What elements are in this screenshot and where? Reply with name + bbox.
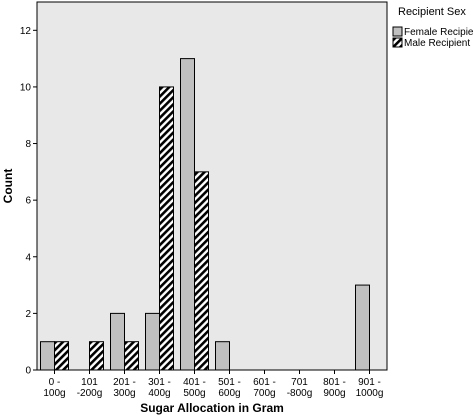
legend: Recipient Sex Female Recipient Male Reci… bbox=[392, 6, 474, 49]
x-tick-label: -200g bbox=[77, 388, 103, 399]
x-tick-label: 600g bbox=[218, 388, 240, 399]
x-tick-label: 500g bbox=[183, 388, 205, 399]
y-tick-label: 2 bbox=[25, 309, 31, 320]
x-tick-label: 0 - bbox=[49, 377, 61, 388]
y-tick-label: 8 bbox=[25, 139, 31, 150]
x-tick-label: -800g bbox=[287, 388, 313, 399]
x-tick-label: 100g bbox=[43, 388, 65, 399]
plot-area bbox=[36, 1, 388, 371]
x-tick-label: 701 bbox=[291, 377, 308, 388]
bar-male bbox=[124, 341, 139, 371]
x-tick-label: 401 - bbox=[183, 377, 206, 388]
x-tick-label: 400g bbox=[148, 388, 170, 399]
bars bbox=[40, 58, 370, 371]
bar-female bbox=[40, 341, 55, 371]
x-tick-label: 301 - bbox=[148, 377, 171, 388]
x-tick-label: 900g bbox=[323, 388, 345, 399]
x-tick-label: 601 - bbox=[253, 377, 276, 388]
y-axis-title: Count bbox=[1, 169, 15, 204]
x-tick-label: 101 bbox=[81, 377, 98, 388]
bar-female bbox=[110, 312, 125, 371]
legend-title: Recipient Sex bbox=[398, 6, 466, 18]
x-tick-label: 901 - bbox=[358, 377, 381, 388]
x-tick-label: 700g bbox=[253, 388, 275, 399]
bar-male bbox=[159, 86, 174, 371]
bar-female bbox=[180, 58, 195, 371]
x-tick-label: 501 - bbox=[218, 377, 241, 388]
bar-male bbox=[54, 341, 69, 371]
x-tick-label: 300g bbox=[113, 388, 135, 399]
x-axis-title: Sugar Allocation in Gram bbox=[140, 401, 284, 415]
bar-female bbox=[145, 312, 160, 371]
y-tick-label: 0 bbox=[25, 366, 31, 377]
legend-label-female: Female Recipient bbox=[404, 27, 474, 38]
y-tick-label: 12 bbox=[20, 26, 32, 37]
legend-label-male: Male Recipient bbox=[404, 38, 470, 49]
bar-male bbox=[89, 341, 104, 371]
y-tick-label: 10 bbox=[20, 82, 32, 93]
bar-female bbox=[215, 341, 230, 371]
y-axis: 0 2 4 6 8 10 12 bbox=[20, 26, 37, 377]
bar-male bbox=[194, 171, 209, 371]
x-tick-label: 801 - bbox=[323, 377, 346, 388]
bar-female bbox=[355, 284, 370, 371]
legend-swatch-male bbox=[392, 37, 403, 48]
y-tick-label: 6 bbox=[25, 196, 31, 207]
x-tick-label: 201 - bbox=[113, 377, 136, 388]
y-tick-label: 4 bbox=[25, 252, 31, 263]
legend-swatch-female bbox=[392, 26, 403, 37]
x-tick-label: 1000g bbox=[356, 388, 384, 399]
